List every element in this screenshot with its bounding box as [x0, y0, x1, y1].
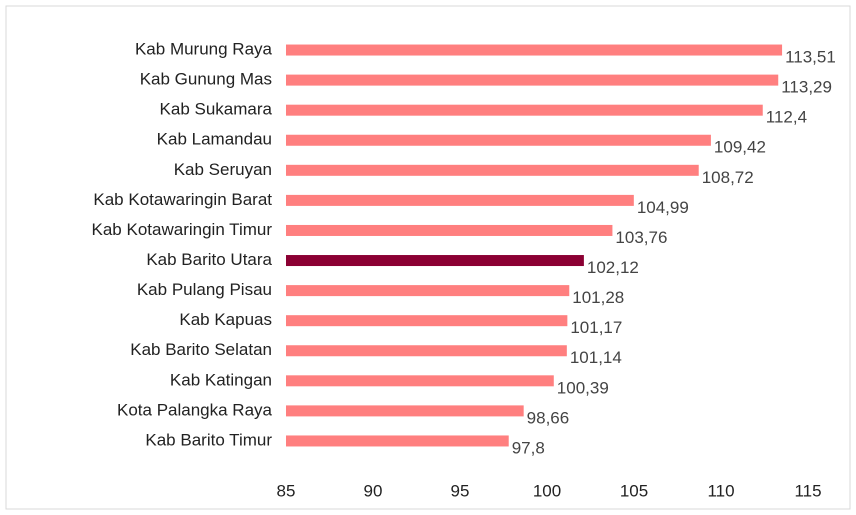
- x-tick-label: 85: [277, 481, 296, 500]
- y-tick-label: Kab Barito Selatan: [130, 340, 272, 359]
- y-tick-label: Kab Murung Raya: [135, 40, 273, 59]
- value-label: 100,39: [557, 378, 609, 397]
- x-tick-label: 95: [451, 481, 470, 500]
- bar: [286, 44, 783, 56]
- bar: [286, 435, 509, 447]
- y-tick-label: Kab Kotawaringin Barat: [93, 190, 272, 209]
- bar: [286, 375, 554, 387]
- value-label: 113,51: [785, 48, 836, 67]
- y-tick-label: Kota Palangka Raya: [117, 400, 273, 419]
- y-tick-label: Kab Lamandau: [157, 130, 272, 149]
- bar: [286, 194, 634, 206]
- x-tick-label: 100: [533, 481, 561, 500]
- bar: [286, 134, 711, 146]
- value-label: 102,12: [587, 258, 639, 277]
- bar: [286, 164, 699, 176]
- value-label: 109,42: [714, 138, 766, 157]
- bar: [286, 315, 568, 327]
- bar: [286, 285, 570, 297]
- bar: [286, 224, 613, 236]
- y-tick-label: Kab Barito Timur: [145, 430, 272, 449]
- y-tick-label: Kab Kapuas: [179, 310, 272, 329]
- y-tick-label: Kab Gunung Mas: [140, 70, 272, 89]
- value-label: 103,76: [615, 228, 667, 247]
- value-label: 101,14: [570, 348, 622, 367]
- bar: [286, 255, 584, 267]
- value-label: 108,72: [702, 168, 754, 187]
- value-label: 104,99: [637, 198, 689, 217]
- bar: [286, 345, 567, 357]
- y-tick-label: Kab Katingan: [170, 370, 272, 389]
- x-tick-label: 110: [707, 481, 734, 500]
- bar: [286, 74, 779, 86]
- y-tick-label: Kab Seruyan: [174, 160, 272, 179]
- bar: [286, 104, 763, 116]
- value-label: 101,17: [570, 318, 622, 337]
- x-tick-label: 115: [794, 481, 821, 500]
- x-tick-label: 105: [620, 481, 648, 500]
- value-label: 113,29: [781, 78, 832, 97]
- y-tick-label: Kab Sukamara: [160, 100, 273, 119]
- value-label: 101,28: [572, 288, 624, 307]
- y-tick-label: Kab Kotawaringin Timur: [92, 220, 273, 239]
- y-tick-label: Kab Barito Utara: [146, 250, 272, 269]
- bar: [286, 405, 524, 417]
- y-tick-label: Kab Pulang Pisau: [137, 280, 272, 299]
- value-label: 97,8: [512, 438, 545, 457]
- x-tick-label: 90: [364, 481, 383, 500]
- value-label: 98,66: [527, 408, 570, 427]
- value-label: 112,4: [766, 108, 807, 127]
